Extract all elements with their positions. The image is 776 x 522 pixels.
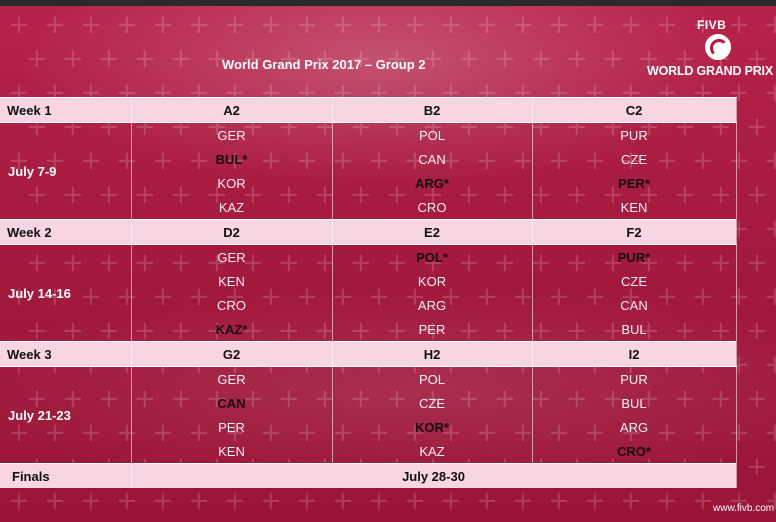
pool-name: B2 — [332, 97, 533, 123]
team-cell: POL — [332, 366, 533, 391]
week-header-row: Week 2 D2 E2 F2 — [0, 219, 737, 245]
team-cell: PER — [332, 317, 533, 342]
team-cell: POL* — [332, 244, 533, 269]
team-row: KOR ARG* PER* — [0, 171, 737, 195]
top-bar — [0, 0, 776, 6]
page-title: World Grand Prix 2017 – Group 2 — [222, 57, 426, 72]
team-row: KEN KAZ CRO* — [0, 439, 737, 464]
schedule-table: Week 1 A2 B2 C2 July 7-9 GER POL PUR BUL* CAN CZE K… — [0, 97, 737, 488]
pool-name: I2 — [532, 341, 737, 367]
team-cell: KEN — [131, 269, 333, 293]
team-row: KAZ CRO KEN — [0, 195, 737, 220]
week-label: Week 3 — [0, 341, 132, 367]
team-cell: BUL — [532, 317, 737, 342]
team-cell: CAN — [332, 147, 533, 171]
team-cell: BUL — [532, 391, 737, 415]
team-cell: KAZ — [332, 439, 533, 464]
team-cell: GER — [131, 366, 333, 391]
pool-name: D2 — [131, 219, 333, 245]
team-cell: KOR — [332, 269, 533, 293]
team-row: KEN KOR CZE — [0, 269, 737, 293]
team-cell: ARG — [532, 415, 737, 439]
logo-event: WORLD GRAND PRIX — [647, 64, 773, 78]
logo-org: FIVB — [697, 18, 727, 32]
week-label: Week 2 — [0, 219, 132, 245]
team-cell: KAZ* — [131, 317, 333, 342]
week-dates: July 14-16 — [0, 244, 132, 342]
footer-url: www.fivb.com — [713, 503, 775, 514]
team-row: CRO ARG CAN — [0, 293, 737, 317]
team-cell: PUR — [532, 366, 737, 391]
team-cell: PER — [131, 415, 333, 439]
pool-name: H2 — [332, 341, 533, 367]
team-cell: CZE — [532, 269, 737, 293]
team-row: KAZ* PER BUL — [0, 317, 737, 342]
week-header-row: Week 1 A2 B2 C2 — [0, 97, 737, 123]
team-row: July 7-9 GER POL PUR — [0, 122, 737, 220]
team-cell: CRO — [131, 293, 333, 317]
team-cell: POL — [332, 122, 533, 147]
team-cell: CRO — [332, 195, 533, 220]
team-cell: KOR — [131, 171, 333, 195]
team-cell: KAZ — [131, 195, 333, 220]
finals-dates: July 28-30 — [131, 463, 737, 488]
team-row: CAN CZE BUL — [0, 391, 737, 415]
team-row: July 14-16 GER POL* PUR* — [0, 244, 737, 342]
team-cell: GER — [131, 122, 333, 147]
pool-name: C2 — [532, 97, 737, 123]
week-header-row: Week 3 G2 H2 I2 — [0, 341, 737, 367]
team-cell: CZE — [332, 391, 533, 415]
finals-row: Finals July 28-30 — [0, 463, 737, 488]
team-cell: KEN — [532, 195, 737, 220]
team-cell: ARG* — [332, 171, 533, 195]
week-label: Week 1 — [0, 97, 132, 123]
team-cell: CZE — [532, 147, 737, 171]
pool-name: G2 — [131, 341, 333, 367]
team-cell: CAN — [532, 293, 737, 317]
finals-label: Finals — [0, 463, 132, 488]
team-cell: CAN — [131, 391, 333, 415]
team-cell: PUR — [532, 122, 737, 147]
week-dates: July 21-23 — [0, 366, 132, 464]
team-row: PER KOR* ARG — [0, 415, 737, 439]
team-cell: CRO* — [532, 439, 737, 464]
team-cell: BUL* — [131, 147, 333, 171]
team-cell: ARG — [332, 293, 533, 317]
team-row: July 21-23 GER POL PUR — [0, 366, 737, 464]
team-cell: PUR* — [532, 244, 737, 269]
team-cell: GER — [131, 244, 333, 269]
fivb-logo: FIVB WORLD GRAND PRIX — [645, 18, 776, 82]
team-cell: PER* — [532, 171, 737, 195]
team-cell: KOR* — [332, 415, 533, 439]
pool-name: F2 — [532, 219, 737, 245]
team-cell: KEN — [131, 439, 333, 464]
volleyball-icon — [705, 34, 731, 60]
week-dates: July 7-9 — [0, 122, 132, 220]
pool-name: A2 — [131, 97, 333, 123]
pool-name: E2 — [332, 219, 533, 245]
team-row: BUL* CAN CZE — [0, 147, 737, 171]
